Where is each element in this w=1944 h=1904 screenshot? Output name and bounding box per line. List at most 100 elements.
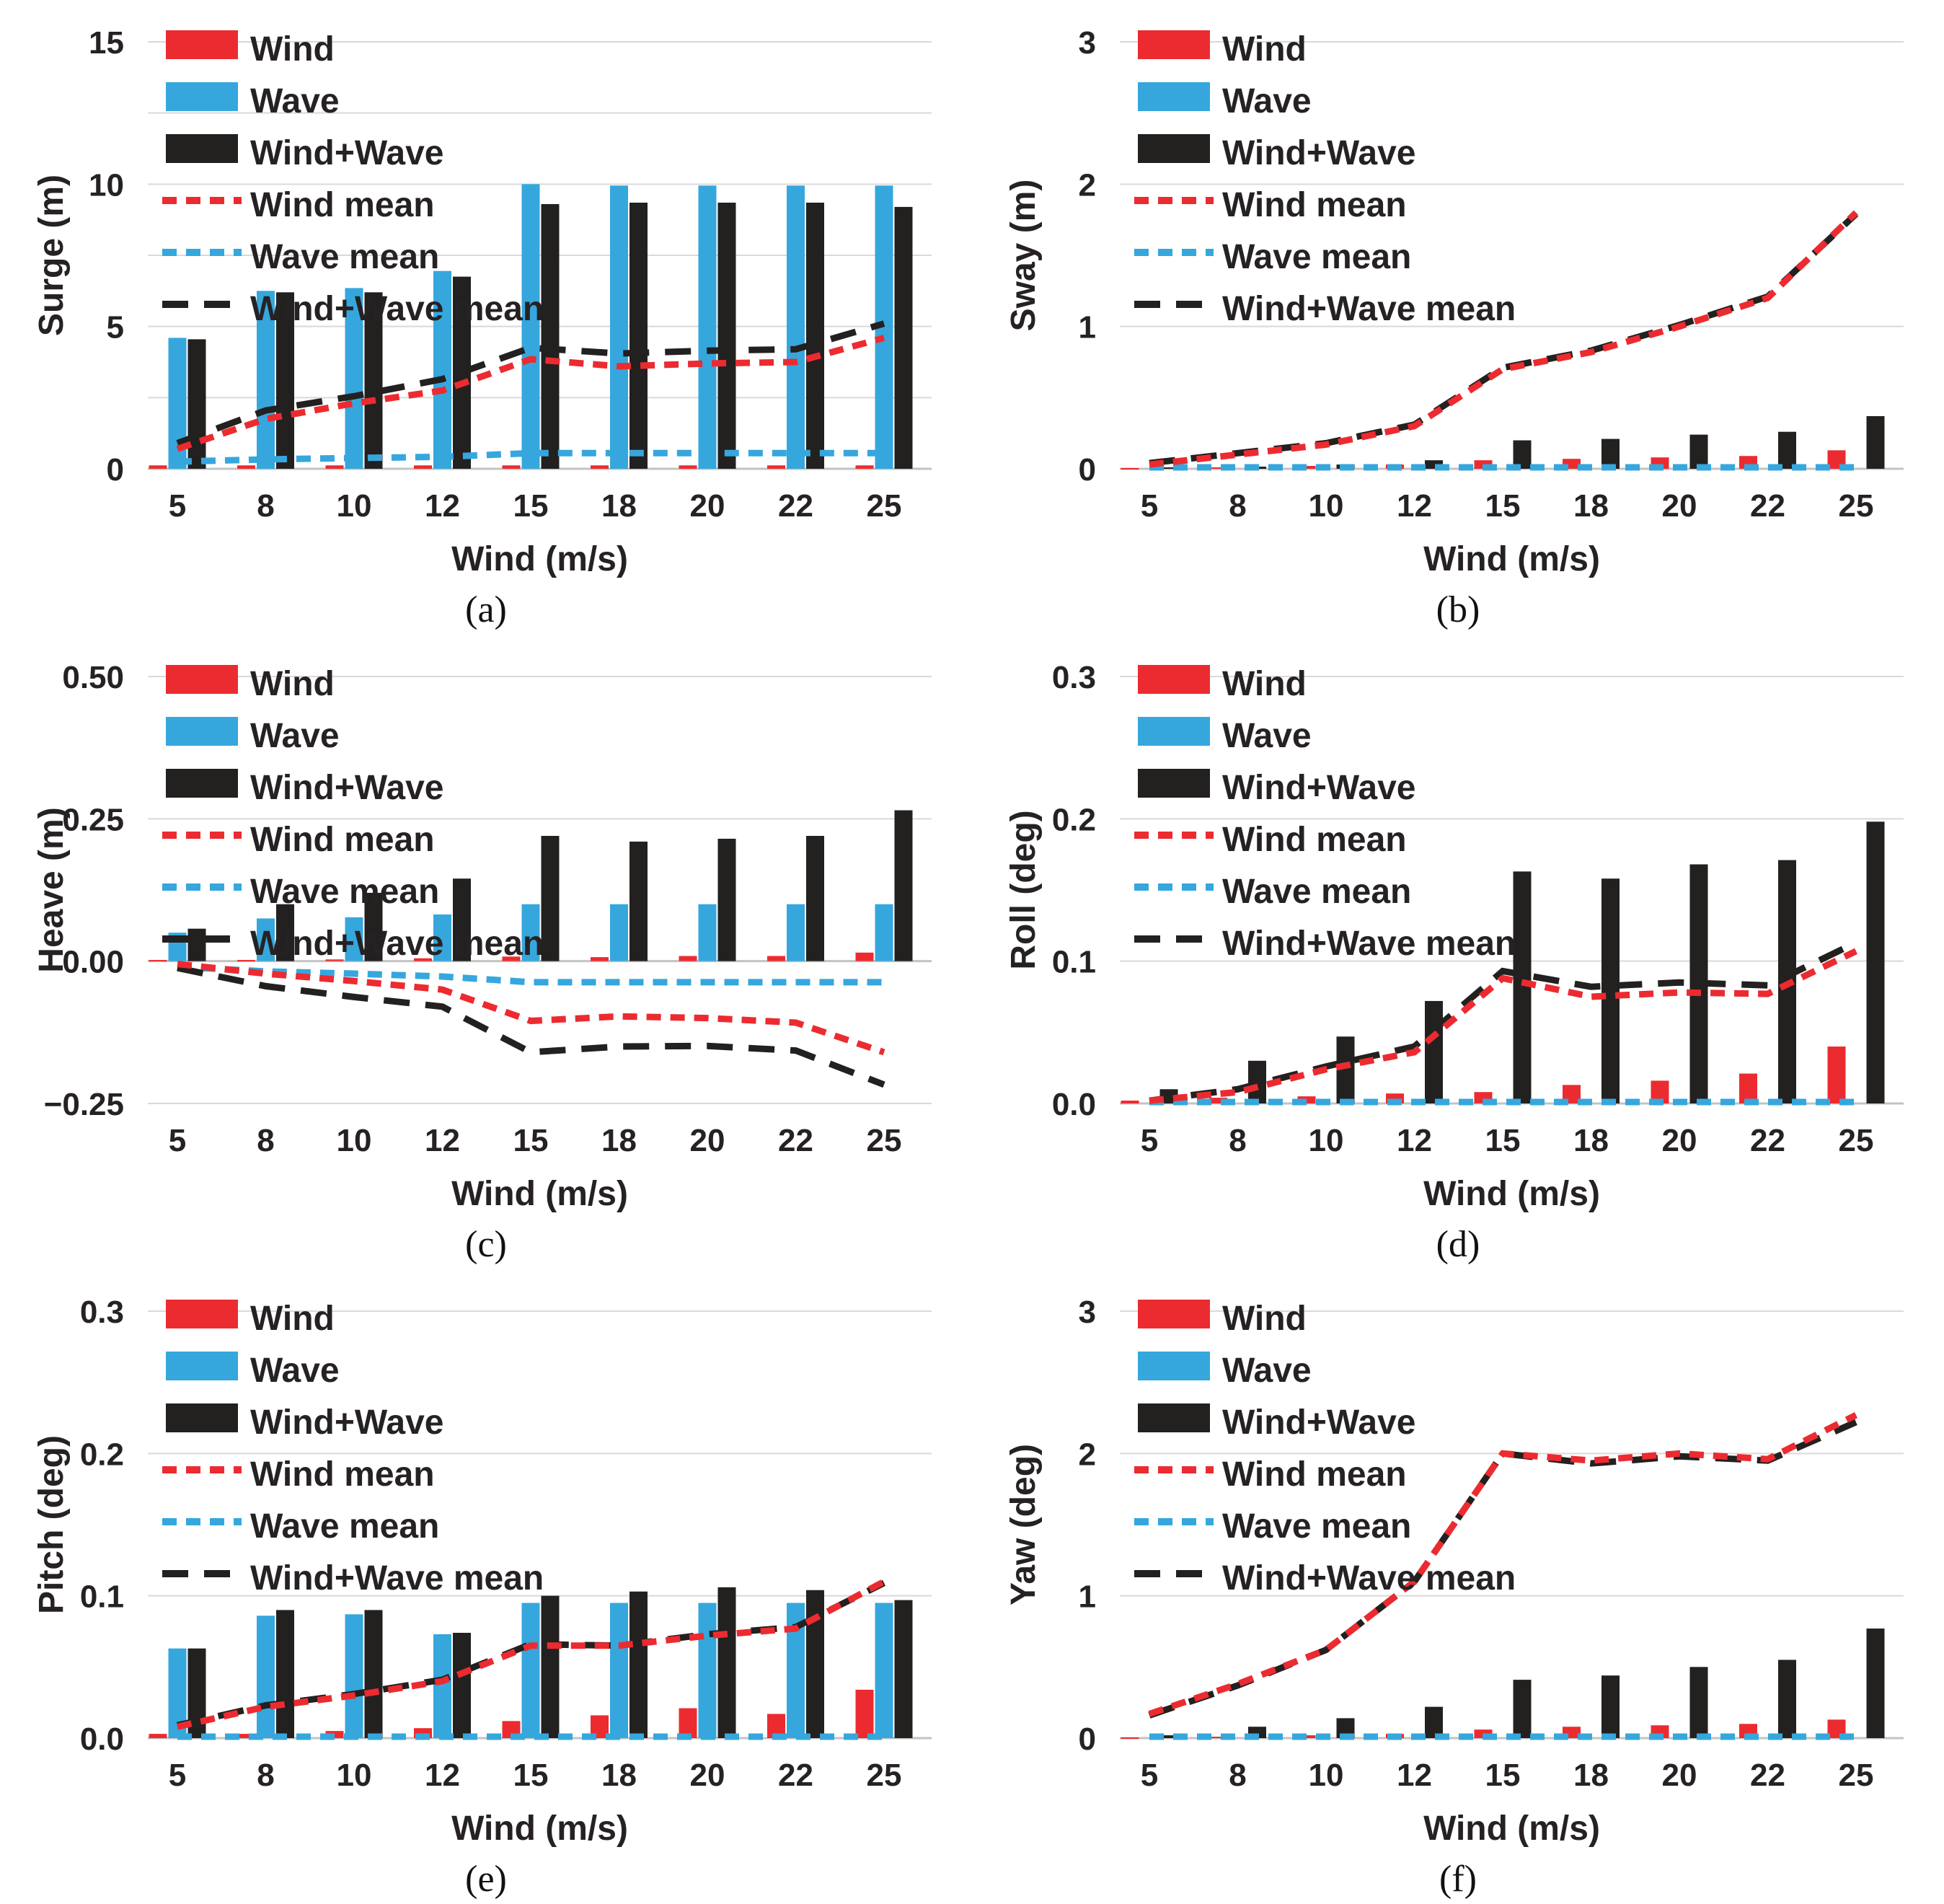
legend-item-wave: Wave [166, 82, 340, 120]
bar-wind [237, 465, 255, 469]
bar-wind [1209, 1737, 1227, 1739]
x-tick-label: 8 [257, 1758, 274, 1793]
x-tick-label: 20 [690, 1758, 725, 1793]
y-tick-label: 0.0 [1052, 1087, 1096, 1122]
legend-swatch-wave [1138, 82, 1210, 111]
bar-wind-wave [1689, 434, 1708, 469]
x-tick-label: 22 [1750, 1758, 1785, 1793]
y-tick-label: 3 [1079, 25, 1096, 61]
bar-wind [1739, 1073, 1757, 1103]
bars-wind-wave [1159, 1628, 1885, 1738]
x-tick-label: 5 [169, 488, 186, 524]
bar-wind-wave [1601, 878, 1620, 1103]
y-tick-label: 5 [107, 310, 124, 345]
legend-label-wind: Wind [1222, 1300, 1307, 1338]
legend-label-wave: Wave [1222, 1352, 1312, 1390]
bar-wave [345, 917, 363, 961]
x-tick-label: 15 [513, 488, 549, 524]
x-tick-label: 5 [1141, 488, 1158, 524]
bar-wind [1827, 1046, 1846, 1103]
bar-wave [521, 184, 540, 470]
bar-wind [237, 960, 255, 962]
line-wind-mean [1148, 1412, 1858, 1717]
heave-y-axis-title: Heave (m) [32, 807, 71, 973]
legend-label-wind-wave-mean: Wind+Wave mean [250, 1559, 544, 1597]
bar-wind-wave [1159, 467, 1178, 470]
bar-wind [325, 465, 344, 469]
x-tick-label: 15 [1485, 1758, 1521, 1793]
y-tick-labels: 0.0 0.1 0.2 0.3 [1052, 660, 1096, 1122]
x-tick-labels: 5 8 10 12 15 18 20 22 25 [169, 1758, 902, 1793]
bar-wind [1121, 1737, 1139, 1740]
legend-swatch-wave [1138, 717, 1210, 746]
x-tick-label: 10 [1309, 488, 1344, 524]
legend-item-wave-mean: Wave mean [162, 238, 439, 276]
legend-swatch-wind-wave [1138, 134, 1210, 163]
legend-label-wave: Wave [1222, 717, 1312, 755]
y-tick-label: 0.1 [80, 1579, 124, 1615]
y-tick-labels: 0 1 2 3 [1079, 1295, 1096, 1757]
x-tick-label: 5 [169, 1758, 186, 1793]
bar-wind [591, 465, 609, 469]
legend-swatch-wind [166, 30, 238, 59]
yaw-y-axis-title: Yaw (deg) [1004, 1443, 1043, 1606]
legend-label-wave: Wave [250, 1352, 340, 1390]
bar-wave [610, 185, 628, 469]
x-tick-label: 25 [867, 1123, 902, 1158]
x-tick-label: 5 [1141, 1123, 1158, 1158]
bar-wind-wave [1248, 1060, 1266, 1103]
legend-label-wind-wave: Wind+Wave [250, 134, 444, 172]
x-tick-label: 8 [1229, 1758, 1246, 1793]
bar-wind-wave [717, 202, 736, 469]
legend-item-wind-mean: Wind mean [1134, 821, 1407, 859]
bar-wind-wave [1425, 1000, 1443, 1103]
bar-wave [433, 1634, 451, 1738]
roll-y-axis-title: Roll (deg) [1004, 810, 1043, 970]
legend-swatch-wind [1138, 1300, 1210, 1328]
x-tick-labels: 5 8 10 12 15 18 20 22 25 [1141, 1758, 1874, 1793]
bar-wind-wave [1601, 438, 1620, 469]
sway-y-axis-title: Sway (m) [1004, 179, 1043, 332]
surge-x-axis-title: Wind (m/s) [451, 540, 628, 578]
x-tick-label: 8 [1229, 488, 1246, 524]
roll-chart: 0.00.10.20.35 8 10 12 15 18 20 22 25WindWaveWind… [1052, 660, 1904, 1158]
legend-label-wind-wave: Wind+Wave [1222, 134, 1416, 172]
legend-label-wave: Wave [250, 717, 340, 755]
line-wind-mean [177, 1578, 886, 1730]
legend-label-wave-mean: Wave mean [1222, 873, 1411, 911]
legend-label-wind-wave-mean: Wind+Wave mean [250, 925, 544, 963]
bar-wave [698, 1603, 717, 1738]
bar-wind-wave [629, 841, 648, 961]
bar-wind [149, 1734, 167, 1738]
x-tick-label: 12 [425, 488, 460, 524]
gridlines [1120, 676, 1904, 962]
bar-wind-wave [806, 1590, 824, 1738]
legend-label-wind-wave-mean: Wind+Wave mean [250, 290, 544, 328]
bar-wind [591, 957, 609, 961]
bar-wind-wave [187, 928, 206, 961]
legend-item-wave: Wave [1138, 82, 1312, 120]
bar-wave [521, 904, 540, 961]
bar-wind-wave [1778, 431, 1796, 469]
x-tick-label: 22 [1750, 1123, 1785, 1158]
bar-wind-wave [629, 202, 648, 469]
legend-swatch-wind-wave [1138, 769, 1210, 798]
y-tick-label: 10 [89, 167, 124, 203]
bar-wind [767, 956, 785, 961]
bar-wave [257, 1616, 275, 1738]
line-wind-mean [176, 335, 885, 452]
legend-item-wind-wave-mean: Wind+Wave mean [162, 290, 544, 328]
legend-item-wave: Wave [1138, 1352, 1312, 1390]
bar-wind [502, 956, 521, 961]
bar-wind-wave [806, 202, 824, 469]
bar-wind [1121, 468, 1139, 470]
x-tick-label: 18 [601, 1123, 637, 1158]
x-tick-label: 22 [778, 1758, 813, 1793]
bar-wave [433, 270, 451, 469]
bar-wind-wave [894, 1600, 913, 1738]
x-tick-label: 5 [169, 1123, 186, 1158]
y-tick-label: 0.00 [62, 945, 124, 980]
